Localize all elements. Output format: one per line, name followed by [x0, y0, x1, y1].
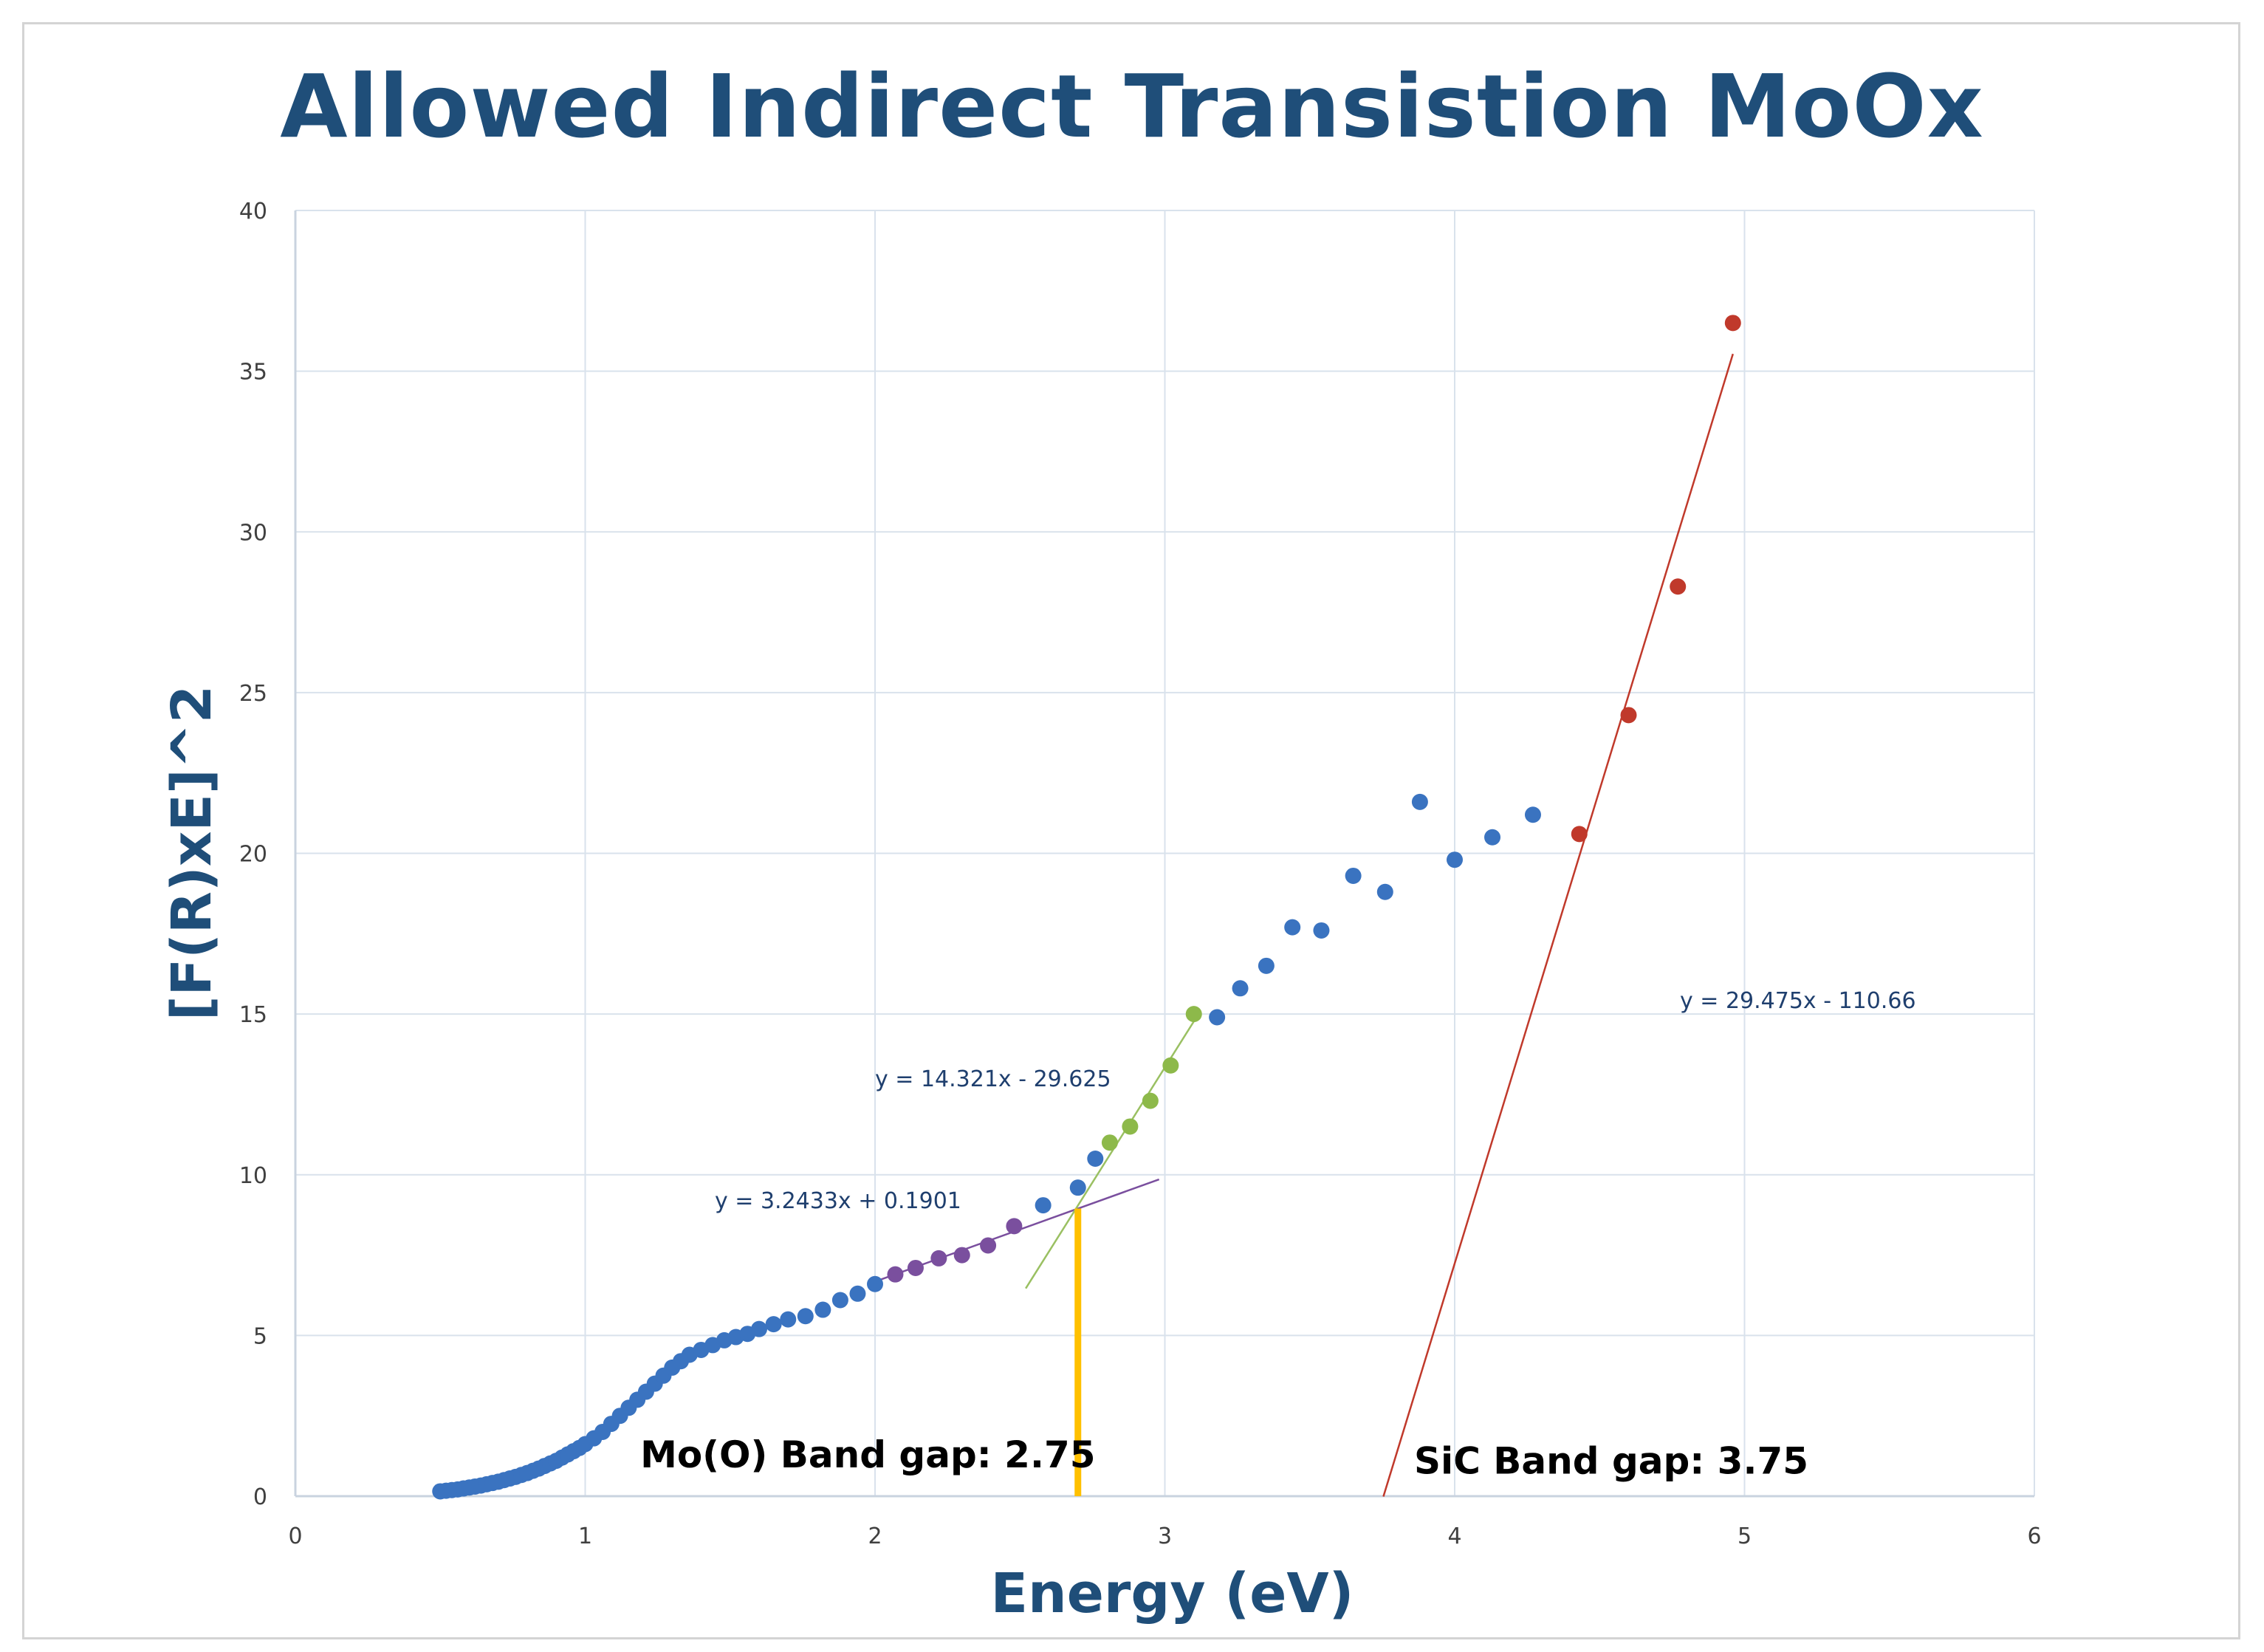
axes: 0 1 2 3 4 5 6 0 5 10 15 20 25 30 35 40 — [239, 199, 2042, 1549]
y-tick-label: 40 — [239, 199, 267, 225]
data-point — [1258, 957, 1275, 974]
x-tick-label: 5 — [1738, 1524, 1752, 1549]
data-point — [1620, 707, 1637, 724]
data-point — [1101, 1134, 1118, 1151]
data-point — [1484, 829, 1501, 846]
data-point — [887, 1266, 904, 1283]
data-point — [1313, 922, 1330, 939]
data-point — [1087, 1150, 1104, 1167]
x-axis-title: Energy (eV) — [991, 1562, 1354, 1625]
gridlines — [295, 210, 2035, 1496]
x-tick-label: 1 — [578, 1524, 592, 1549]
data-point — [751, 1320, 767, 1337]
data-point — [1524, 806, 1541, 823]
data-point — [1670, 578, 1687, 595]
y-tick-label: 10 — [239, 1163, 267, 1189]
data-point — [1345, 867, 1362, 884]
data-point — [867, 1275, 883, 1292]
data-point — [780, 1311, 797, 1328]
data-point — [797, 1308, 814, 1325]
data-point — [1035, 1197, 1052, 1214]
y-tick-label: 5 — [253, 1323, 267, 1349]
data-point — [831, 1292, 848, 1309]
y-tick-label: 35 — [239, 360, 267, 385]
trendline — [1382, 353, 1734, 1497]
chart-title: Allowed Indirect Transistion MoOx — [280, 55, 1984, 157]
data-points — [432, 315, 1741, 1500]
x-tick-label: 0 — [288, 1524, 302, 1549]
data-point — [1122, 1118, 1139, 1135]
data-point — [907, 1259, 924, 1276]
data-point — [1162, 1057, 1179, 1074]
data-point — [930, 1250, 947, 1267]
y-tick-label: 15 — [239, 1002, 267, 1028]
data-point — [1209, 1009, 1226, 1026]
band-gap-annotation: SiC Band gap: 3.75 — [1414, 1440, 1808, 1483]
y-tick-label: 20 — [239, 842, 267, 868]
y-tick-label: 25 — [239, 681, 267, 707]
trendlines — [874, 353, 1734, 1497]
data-point — [849, 1285, 866, 1302]
trendline-equation: y = 3.2433x + 0.1901 — [715, 1188, 961, 1214]
data-point — [814, 1301, 831, 1318]
x-tick-label: 4 — [1447, 1524, 1461, 1549]
data-point — [1069, 1179, 1086, 1196]
y-tick-label: 30 — [239, 520, 267, 546]
labels: Energy (eV) [F(R)xE]^2 y = 3.2433x + 0.190… — [160, 685, 1916, 1625]
trendline-equation: y = 29.475x - 110.66 — [1680, 988, 1916, 1014]
data-point — [765, 1316, 782, 1333]
data-point — [1142, 1092, 1159, 1109]
chart-frame — [22, 22, 2240, 1639]
band-gap-annotation: Mo(O) Band gap: 2.75 — [640, 1433, 1095, 1476]
x-tick-label: 6 — [2027, 1524, 2041, 1549]
data-point — [1411, 793, 1428, 810]
y-axis-title: [F(R)xE]^2 — [160, 685, 224, 1021]
x-tick-label: 3 — [1158, 1524, 1172, 1549]
y-tick-label: 0 — [253, 1484, 267, 1510]
data-point — [1376, 883, 1393, 900]
x-tick-label: 2 — [868, 1524, 882, 1549]
data-point — [1232, 980, 1249, 997]
data-point — [1185, 1006, 1202, 1023]
data-point — [1447, 851, 1463, 868]
data-point — [980, 1237, 997, 1254]
data-point — [1724, 315, 1741, 332]
trendline-equation: y = 14.321x - 29.625 — [875, 1066, 1111, 1092]
data-point — [1284, 919, 1301, 936]
data-point — [953, 1247, 970, 1264]
data-point — [1006, 1218, 1023, 1235]
data-point — [1571, 826, 1588, 843]
